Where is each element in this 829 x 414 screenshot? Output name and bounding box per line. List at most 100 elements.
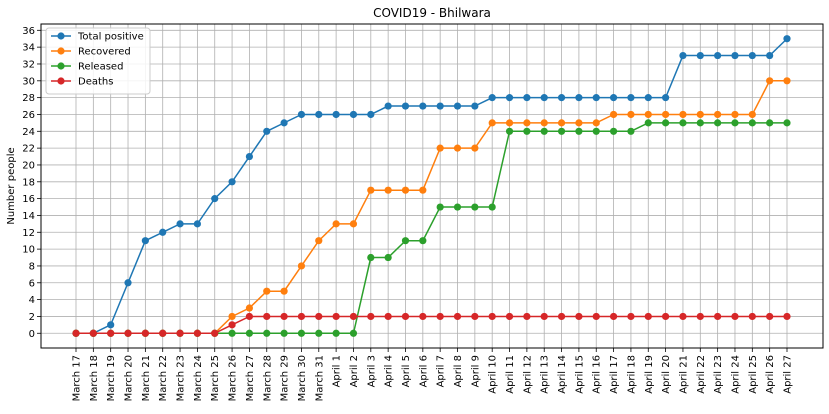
data-point	[592, 94, 600, 102]
data-point	[783, 119, 791, 127]
data-point	[662, 110, 670, 119]
data-point	[592, 127, 600, 135]
data-point	[453, 144, 462, 152]
x-tick-label: March 28	[262, 355, 273, 401]
data-point	[228, 321, 236, 329]
legend-label: Deaths	[78, 77, 113, 88]
legend-label: Total positive	[77, 32, 144, 43]
data-point	[644, 110, 652, 119]
data-point	[453, 312, 462, 321]
data-point	[679, 119, 687, 127]
data-point	[401, 237, 410, 245]
data-point	[332, 312, 340, 321]
x-tick-label: April 24	[730, 355, 741, 394]
data-point	[505, 94, 514, 102]
x-tick-label: April 21	[678, 355, 689, 394]
x-tick-label: April 13	[540, 355, 551, 394]
x-tick-label: March 22	[158, 355, 169, 401]
data-point	[436, 203, 444, 211]
data-point	[488, 94, 496, 102]
data-point	[505, 119, 514, 127]
data-point	[766, 51, 774, 60]
x-tick-label: April 6	[418, 355, 429, 387]
x-tick-label: March 23	[176, 355, 187, 401]
data-point	[419, 237, 427, 245]
data-point	[297, 329, 306, 337]
legend-marker	[57, 32, 65, 40]
data-point	[332, 329, 340, 337]
x-tick-label: April 2	[349, 355, 360, 387]
x-tick-label: April 19	[644, 355, 655, 394]
y-tick-label: 18	[22, 177, 35, 188]
data-point	[471, 203, 479, 211]
x-tick-label: March 31	[314, 355, 325, 401]
data-point	[263, 329, 271, 337]
x-tick-label: March 24	[193, 355, 204, 401]
x-tick-label: April 9	[470, 355, 481, 387]
x-tick-label: March 30	[297, 355, 308, 401]
data-point	[523, 127, 531, 135]
data-point	[644, 119, 652, 127]
data-point	[176, 220, 184, 228]
y-tick-label: 14	[22, 211, 35, 222]
data-point	[523, 119, 531, 127]
data-point	[662, 94, 670, 102]
x-tick-label: April 8	[453, 355, 464, 387]
data-point	[141, 237, 149, 245]
legend: Total positive Recovered Released Deaths	[45, 27, 151, 95]
data-point	[263, 312, 271, 321]
data-point	[731, 110, 739, 119]
legend-item: Deaths	[51, 77, 113, 88]
data-point	[696, 119, 704, 127]
data-point	[766, 312, 774, 321]
data-point	[471, 144, 479, 152]
x-tick-label: April 18	[626, 355, 637, 394]
data-point	[349, 110, 358, 119]
x-tick-label: March 25	[210, 355, 221, 401]
y-tick-label: 20	[22, 160, 35, 171]
data-point	[245, 312, 254, 321]
data-point	[766, 77, 774, 85]
data-point	[211, 329, 219, 337]
data-point	[575, 312, 583, 321]
y-tick-label: 26	[22, 110, 35, 121]
data-point	[748, 51, 756, 60]
data-point	[627, 127, 635, 135]
x-tick-label: March 26	[228, 355, 239, 401]
y-tick-label: 0	[29, 329, 35, 340]
data-point	[471, 102, 479, 110]
data-point	[141, 329, 149, 337]
data-point	[627, 312, 635, 321]
data-point	[783, 35, 791, 43]
data-point	[349, 329, 358, 337]
data-point	[575, 127, 583, 135]
data-point	[349, 220, 358, 228]
y-axis-label: Number people	[6, 147, 17, 224]
data-point	[679, 51, 687, 60]
data-point	[297, 312, 306, 321]
x-tick-label: April 26	[765, 355, 776, 394]
y-tick-label: 6	[29, 278, 35, 289]
data-point	[644, 94, 652, 102]
data-point	[193, 329, 201, 337]
data-point	[592, 312, 600, 321]
x-tick-label: March 17	[72, 355, 83, 401]
data-point	[505, 312, 514, 321]
data-point	[367, 253, 375, 262]
legend-item: Recovered	[51, 47, 131, 58]
x-tick-label: April 1	[332, 355, 343, 387]
data-point	[488, 312, 496, 321]
data-point	[315, 312, 323, 321]
data-point	[263, 127, 271, 135]
x-tick-label: April 27	[783, 355, 794, 394]
x-tick-label: April 3	[366, 355, 377, 387]
data-point	[505, 127, 514, 135]
data-point	[367, 312, 375, 321]
data-point	[609, 312, 618, 321]
data-point	[471, 312, 479, 321]
data-point	[245, 329, 254, 337]
legend-marker	[57, 62, 65, 70]
data-point	[488, 119, 496, 127]
legend-box	[45, 27, 151, 95]
